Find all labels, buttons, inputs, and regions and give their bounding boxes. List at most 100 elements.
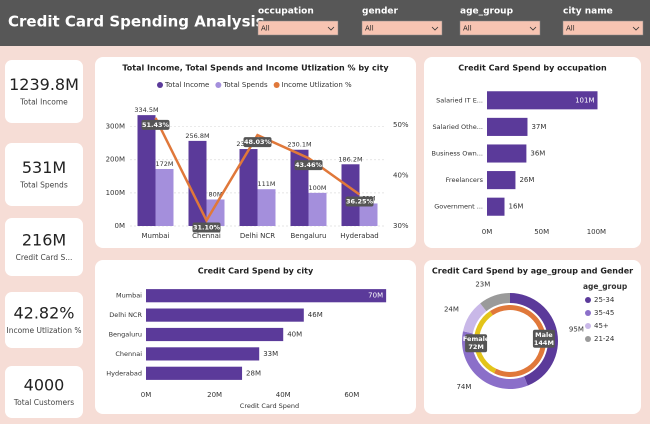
y-tick-label: Bengaluru: [109, 331, 142, 339]
bar: [257, 189, 276, 226]
dropdown-chevron: [529, 26, 537, 31]
y-tick-label: 0M: [115, 222, 126, 230]
y-tick-label: 200M: [106, 156, 125, 164]
charts: Total Income, Total Spends and Income Ut…: [95, 57, 641, 414]
bar-value-label: 16M: [509, 203, 524, 211]
line-value-label: 43.46%: [295, 161, 323, 169]
legend-label: Total Income: [164, 81, 209, 89]
x-tick-label: 20M: [207, 391, 222, 399]
donut-segment: [510, 293, 558, 386]
segment-label: 23M: [475, 280, 490, 288]
kpi-label: Total Income: [19, 98, 68, 107]
y-tick-label: 100M: [106, 189, 125, 197]
legend-marker: [157, 82, 163, 88]
bar-value-label: 172M: [155, 160, 173, 168]
inner-label-name: Female: [463, 335, 490, 343]
line-value-label: 51.43%: [142, 121, 170, 129]
x-tick-label: Hyderabad: [340, 232, 379, 240]
x-tick-label: 50M: [534, 228, 549, 236]
bar-value-label: 111M: [257, 180, 275, 188]
filter-value: All: [261, 25, 270, 33]
bar-value-label: 334.5M: [134, 106, 158, 114]
bar-value-label: 256.8M: [185, 132, 209, 140]
filter-label: gender: [362, 7, 399, 17]
bar-value-label: 230.1M: [287, 141, 311, 149]
donut-segment: [461, 331, 528, 390]
line-label-box: [294, 160, 323, 171]
filter-value: All: [566, 25, 575, 33]
x-tick-label: Bengaluru: [291, 232, 327, 240]
dropdown-chevron: [431, 26, 439, 31]
filter-dropdown[interactable]: [257, 20, 339, 36]
chart-title: Credit Card Spend by city: [198, 267, 314, 276]
legend-marker: [585, 297, 591, 303]
y-tick-label: Mumbai: [116, 292, 142, 300]
x-tick-label: 60M: [344, 391, 359, 399]
y-tick-label: Hyderabad: [106, 369, 142, 377]
filter-dropdown[interactable]: [361, 20, 443, 36]
bar: [146, 366, 243, 380]
y-tick-label: Salaried IT E...: [436, 96, 483, 104]
bar: [341, 164, 360, 226]
dropdown-chevron: [632, 26, 640, 31]
inner-ring-segment: [490, 305, 546, 377]
dropdown-chevron: [327, 26, 335, 31]
donut-segment: [480, 293, 510, 312]
line-value-label: 48.03%: [244, 138, 272, 146]
bar: [137, 115, 156, 226]
filter-label: age_group: [460, 7, 514, 17]
donut-segment: [462, 303, 487, 334]
bar: [239, 149, 258, 226]
line-value-label: 36.25%: [346, 197, 374, 205]
x-tick-label: 100M: [587, 228, 606, 236]
kpi-card: [5, 143, 83, 206]
bar-value-label: 70M: [368, 292, 383, 300]
bar-value-label: 36M: [530, 150, 545, 158]
legend-label: 45+: [594, 322, 609, 330]
x-tick-label: Delhi NCR: [240, 232, 275, 240]
legend-label: 21-24: [594, 335, 615, 343]
inner-ring-segment: [473, 311, 497, 374]
y-tick-label: Salaried Othe...: [432, 123, 483, 131]
kpi-label: Credit Card S...: [16, 253, 73, 262]
kpi-card: [5, 366, 83, 418]
filter-dropdown[interactable]: [459, 20, 541, 36]
line-label-box: [243, 137, 272, 148]
bar: [188, 140, 207, 226]
segment-label: 95M: [569, 326, 584, 334]
bar: [206, 199, 225, 226]
inner-label-value: 144M: [534, 339, 554, 347]
filter-value: All: [365, 25, 374, 33]
line-value-label: 31.10%: [193, 223, 221, 231]
filter-label: occupation: [258, 7, 314, 17]
legend-label: 25-34: [594, 296, 615, 304]
segment-label: 74M: [456, 383, 471, 391]
bar-value-label: 28M: [246, 369, 261, 377]
bar: [146, 327, 284, 342]
bar-value-label: 100M: [308, 184, 326, 192]
chart-title: Credit Card Spend by age_group and Gende…: [432, 267, 633, 276]
bar: [146, 289, 387, 303]
kpi-card: [5, 218, 83, 276]
filter-dropdown[interactable]: [562, 20, 644, 36]
y-tick-label: Freelancers: [446, 176, 484, 184]
bar: [487, 117, 528, 136]
bar: [155, 168, 174, 226]
y-tick-label: 300M: [106, 123, 125, 131]
filter-value: All: [463, 25, 472, 33]
segment-label: 24M: [444, 306, 459, 314]
line-label-box: [345, 196, 374, 207]
legend-label: 35-45: [594, 309, 614, 317]
bar: [308, 192, 327, 226]
kpi-value: 216M: [22, 231, 66, 250]
y2-tick-label: 30%: [393, 222, 409, 230]
kpi-value: 42.82%: [13, 304, 74, 323]
kpi-card: [5, 292, 83, 348]
page-title: Credit Card Spending Analysis: [8, 13, 265, 31]
kpi-value: 1239.8M: [9, 75, 79, 94]
bar-value-label: 37M: [531, 123, 546, 131]
inner-label-box: [465, 334, 488, 353]
bar-value-label: 33M: [263, 350, 278, 358]
inner-label-name: Male: [535, 331, 553, 339]
